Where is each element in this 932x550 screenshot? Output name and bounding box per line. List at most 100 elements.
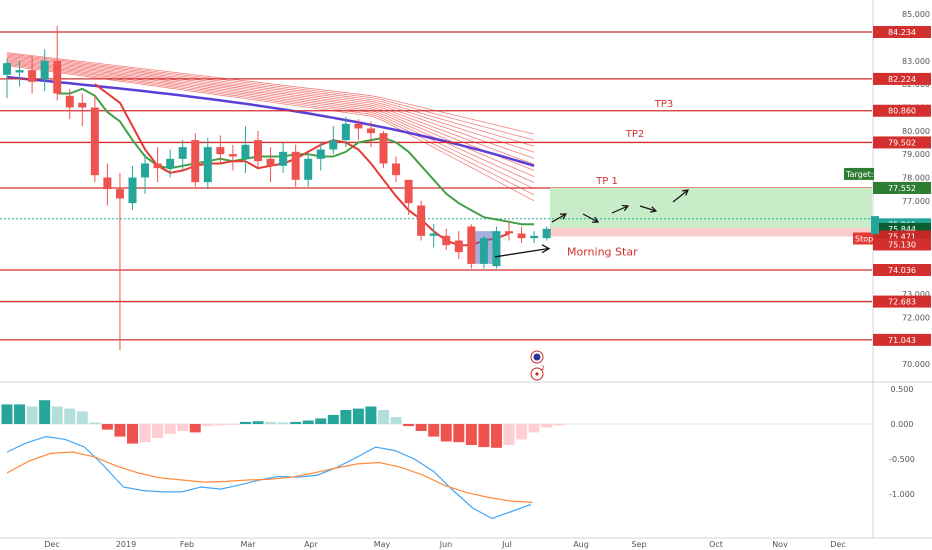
level-price-label: 84.234 — [888, 28, 916, 37]
macd-histogram-bar — [202, 424, 214, 427]
price-tick-label: 78.000 — [902, 173, 930, 182]
target-price-tag — [873, 181, 931, 194]
level-price-label: 72.683 — [888, 298, 916, 307]
candle-body[interactable] — [417, 205, 426, 236]
macd-histogram-bar — [177, 424, 189, 431]
candle-body[interactable] — [505, 231, 513, 234]
candle-body[interactable] — [65, 95, 74, 108]
candle-body[interactable] — [479, 238, 488, 264]
price-tick-label: 73.000 — [902, 290, 930, 299]
macd-histogram-bar — [26, 406, 38, 424]
take-profit-label: TP 1 — [595, 176, 618, 187]
month-label: Jun — [439, 540, 453, 549]
month-label: Dec — [830, 540, 845, 549]
macd-histogram-bar — [541, 424, 553, 428]
candle-body[interactable] — [341, 123, 350, 141]
macd-histogram-bar — [503, 424, 515, 445]
candle-body[interactable] — [279, 151, 288, 166]
candle-body[interactable] — [53, 60, 62, 94]
candle-body[interactable] — [329, 140, 338, 150]
projection-arrow — [551, 213, 567, 223]
macd-histogram-bar — [315, 418, 327, 424]
candle-body[interactable] — [366, 128, 375, 134]
macd-histogram-bar — [265, 421, 277, 424]
candle-body[interactable] — [191, 140, 200, 183]
candle-body[interactable] — [203, 147, 212, 183]
macd-histogram-bar — [490, 424, 502, 448]
projection-arrow — [639, 205, 657, 212]
candle-body[interactable] — [103, 177, 112, 190]
macd-histogram-bar — [189, 424, 201, 433]
candle-body[interactable] — [15, 70, 24, 73]
macd-tick-label: -1.000 — [889, 490, 915, 499]
ribbon-ma-line — [6, 62, 535, 190]
candle-body[interactable] — [241, 144, 250, 159]
macd-histogram-bar — [114, 424, 126, 437]
candle-body[interactable] — [115, 189, 124, 199]
macd-histogram-bar — [214, 424, 226, 426]
ribbon-ma-line — [6, 52, 535, 135]
candle-body[interactable] — [266, 158, 275, 166]
candle-body[interactable] — [128, 177, 137, 204]
candle-body[interactable] — [141, 163, 150, 178]
price-tick-label: 83.000 — [902, 57, 930, 66]
candle-body[interactable] — [90, 107, 99, 176]
projection-arrow — [611, 205, 629, 214]
candle-body[interactable] — [254, 140, 262, 162]
candle-body[interactable] — [304, 158, 313, 180]
candle-body[interactable] — [40, 60, 49, 80]
target-tag — [844, 167, 874, 180]
projection-arrowhead — [681, 189, 689, 196]
candle-body[interactable] — [379, 133, 388, 164]
month-label: May — [374, 540, 391, 549]
target-tag-label: Target: 1.708 — [845, 170, 899, 179]
candle-body[interactable] — [178, 147, 187, 159]
candle-body[interactable] — [517, 233, 526, 239]
level-price-label: 82.224 — [888, 75, 916, 84]
month-label: Sep — [631, 540, 646, 549]
ribbon-ma-line — [6, 60, 535, 177]
candle-body[interactable] — [216, 147, 225, 155]
macd-histogram-bar — [415, 424, 427, 431]
candle-body[interactable] — [78, 102, 87, 108]
candle-body[interactable] — [28, 70, 37, 82]
candle-body[interactable] — [291, 151, 300, 180]
month-label: 2019 — [116, 540, 136, 549]
level-price-tag — [873, 72, 931, 85]
take-profit-label: TP2 — [625, 129, 645, 140]
level-price-tag — [873, 26, 931, 38]
macd-histogram-bar — [453, 424, 465, 443]
macd-histogram-bar — [403, 424, 415, 427]
low-price-tag — [873, 238, 931, 251]
candle-body[interactable] — [392, 163, 401, 176]
candle-body[interactable] — [442, 235, 451, 246]
projection-arrowhead — [649, 206, 658, 213]
candle-body[interactable] — [542, 228, 551, 239]
candle-body[interactable] — [530, 235, 539, 239]
entry-price-tag-label: 75.844 — [888, 225, 916, 234]
candle-body[interactable] — [228, 154, 237, 157]
macd-histogram-bar — [76, 411, 88, 424]
candle-body[interactable] — [454, 240, 463, 253]
macd-histogram-bar — [227, 424, 239, 425]
level-price-label: 79.502 — [888, 138, 916, 147]
candle-body[interactable] — [492, 231, 501, 267]
level-price-label: 74.036 — [888, 266, 916, 275]
candle-body[interactable] — [153, 163, 162, 169]
stop-zone — [550, 227, 872, 237]
morning-star-arrow — [494, 248, 549, 258]
macd-histogram-bar — [14, 404, 26, 424]
candle-body[interactable] — [3, 63, 11, 75]
candle-body[interactable] — [316, 149, 325, 159]
macd-histogram-bar — [365, 406, 377, 424]
ribbon-ma-line — [6, 59, 535, 171]
candle-body[interactable] — [166, 158, 175, 169]
macd-tick-label: 0.000 — [891, 420, 914, 429]
candle-body[interactable] — [404, 179, 413, 204]
macd-histogram-bar — [378, 410, 389, 424]
stop-price-tag-label: 75.471 — [888, 233, 916, 242]
candle-body[interactable] — [467, 226, 476, 264]
candle-body[interactable] — [429, 233, 438, 236]
candle-body[interactable] — [354, 123, 363, 129]
